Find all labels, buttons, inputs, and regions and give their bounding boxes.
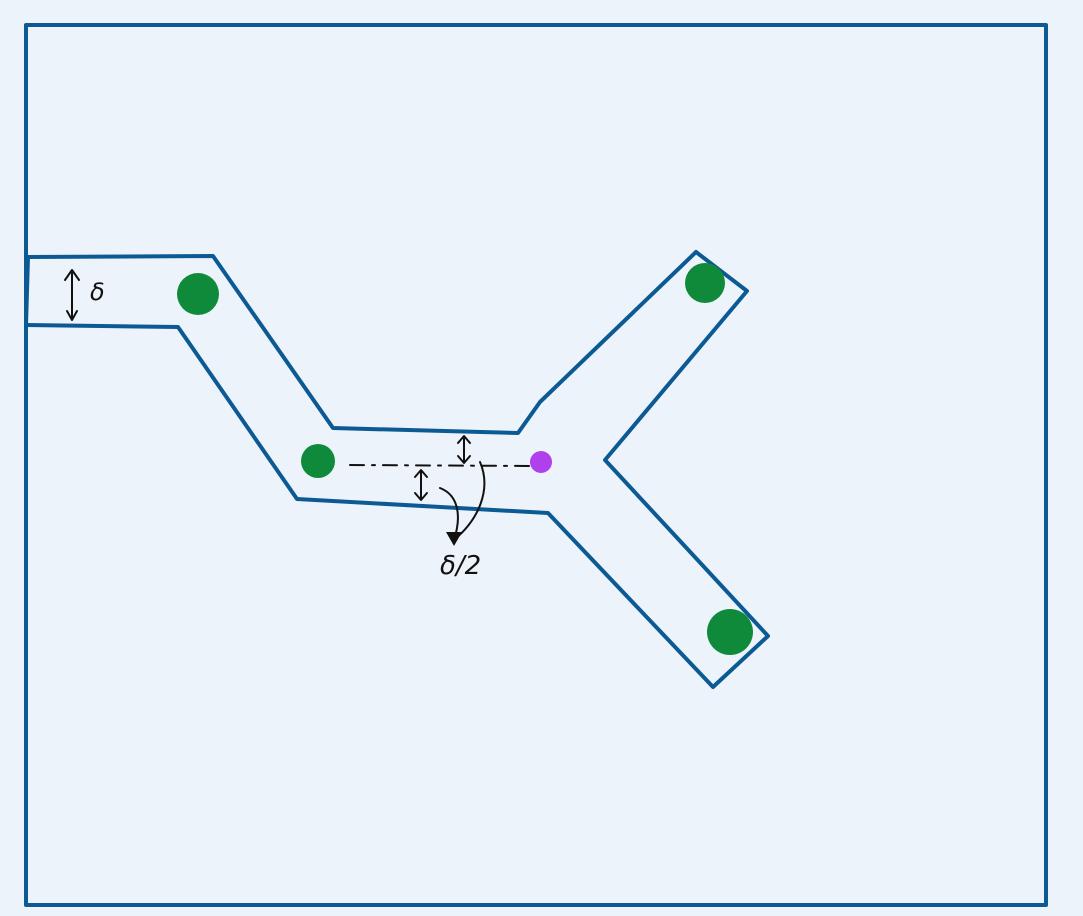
double-arrow-icon (457, 435, 471, 464)
left-end-edge (24, 255, 30, 327)
centerline (349, 464, 531, 467)
corridor-upper-edge (26, 250, 698, 435)
pointer-curve-right (453, 461, 486, 541)
node-left (177, 273, 219, 315)
double-arrow-icon (64, 269, 80, 321)
pointer-arrowhead (446, 532, 462, 546)
corridor-lower-edge (24, 250, 770, 689)
node-top-right (685, 263, 725, 303)
outer-frame (24, 23, 1048, 907)
node-bottom-right (707, 609, 753, 655)
double-arrow-icon (414, 469, 428, 501)
half-width-label: δ/2 (440, 551, 481, 581)
junction-point (530, 451, 552, 473)
node-middle (301, 444, 335, 478)
width-label: δ (90, 278, 105, 306)
